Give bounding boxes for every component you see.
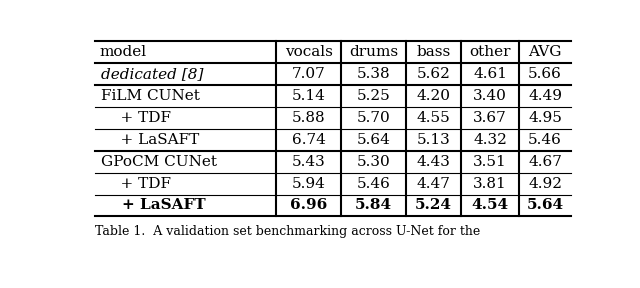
Text: Table 1.  A validation set benchmarking across U-Net for the: Table 1. A validation set benchmarking a… — [95, 226, 480, 238]
Text: 4.95: 4.95 — [528, 111, 562, 125]
Text: 3.40: 3.40 — [473, 89, 507, 103]
Text: 5.64: 5.64 — [527, 198, 564, 213]
Text: 5.43: 5.43 — [292, 155, 326, 169]
Text: other: other — [469, 45, 511, 59]
Text: 5.88: 5.88 — [292, 111, 326, 125]
Text: 3.67: 3.67 — [473, 111, 507, 125]
Text: 4.61: 4.61 — [473, 67, 507, 81]
Text: 5.66: 5.66 — [528, 67, 562, 81]
Text: 5.94: 5.94 — [292, 177, 326, 191]
Text: + LaSAFT: + LaSAFT — [101, 133, 199, 147]
Text: 4.49: 4.49 — [528, 89, 562, 103]
Text: 4.67: 4.67 — [528, 155, 562, 169]
Text: 3.81: 3.81 — [473, 177, 507, 191]
Text: 4.43: 4.43 — [417, 155, 451, 169]
Text: FiLM CUNet: FiLM CUNet — [101, 89, 200, 103]
Text: 5.13: 5.13 — [417, 133, 451, 147]
Text: 3.51: 3.51 — [473, 155, 507, 169]
Text: + TDF: + TDF — [101, 177, 171, 191]
Text: 5.84: 5.84 — [355, 198, 392, 213]
Text: vocals: vocals — [285, 45, 333, 59]
Text: + LaSAFT: + LaSAFT — [101, 198, 205, 213]
Text: 6.96: 6.96 — [290, 198, 327, 213]
Text: + TDF: + TDF — [101, 111, 171, 125]
Text: 4.54: 4.54 — [472, 198, 509, 213]
Text: 5.14: 5.14 — [292, 89, 326, 103]
Text: 5.30: 5.30 — [356, 155, 390, 169]
Text: 5.62: 5.62 — [417, 67, 451, 81]
Text: 4.55: 4.55 — [417, 111, 451, 125]
Text: drums: drums — [349, 45, 398, 59]
Text: dedicated [8]: dedicated [8] — [101, 67, 204, 81]
Text: 5.25: 5.25 — [356, 89, 390, 103]
Text: 6.74: 6.74 — [292, 133, 326, 147]
Text: GPoCM CUNet: GPoCM CUNet — [101, 155, 217, 169]
Text: 5.46: 5.46 — [528, 133, 562, 147]
Text: model: model — [100, 45, 147, 59]
Text: 5.46: 5.46 — [356, 177, 390, 191]
Text: bass: bass — [416, 45, 451, 59]
Text: 4.32: 4.32 — [473, 133, 507, 147]
Text: 4.20: 4.20 — [417, 89, 451, 103]
Text: 5.24: 5.24 — [415, 198, 452, 213]
Text: 4.47: 4.47 — [417, 177, 451, 191]
Text: 7.07: 7.07 — [292, 67, 326, 81]
Text: 5.64: 5.64 — [356, 133, 390, 147]
Text: 5.70: 5.70 — [356, 111, 390, 125]
Text: 5.38: 5.38 — [356, 67, 390, 81]
Text: AVG: AVG — [529, 45, 562, 59]
Text: 4.92: 4.92 — [528, 177, 562, 191]
